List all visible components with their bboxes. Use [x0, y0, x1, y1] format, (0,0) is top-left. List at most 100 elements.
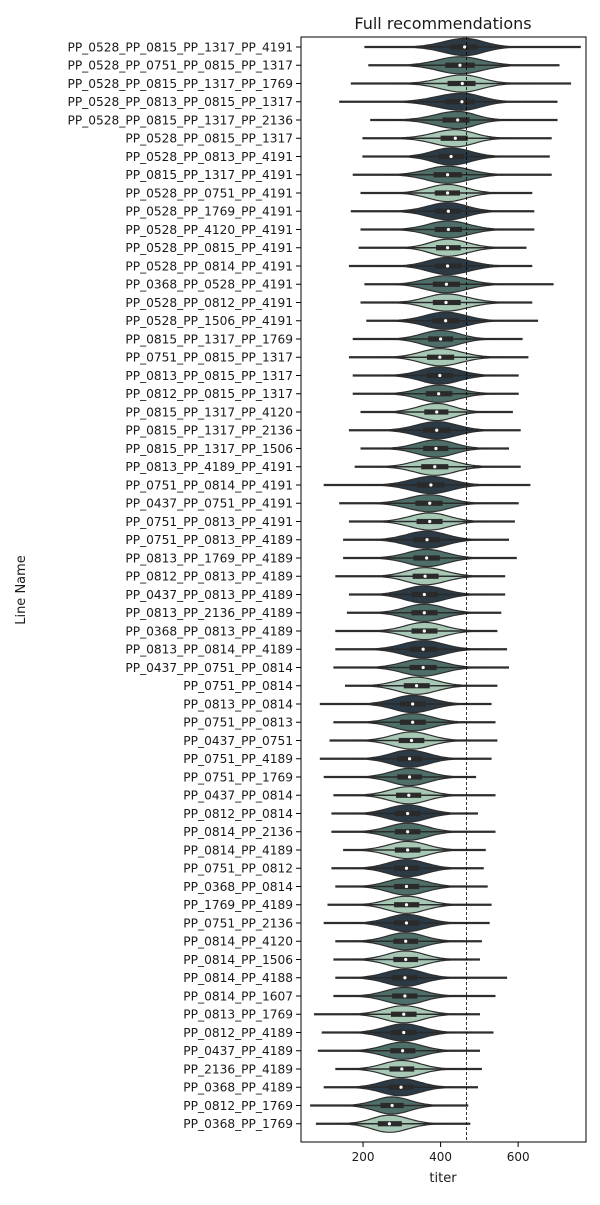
y-tick-label: PP_0751_PP_0814 — [183, 679, 293, 693]
violin-group — [360, 293, 533, 312]
violin-median-point — [445, 173, 450, 177]
y-tick-label: PP_0751_PP_0813_PP_4189 — [125, 533, 293, 547]
violin-median-point — [444, 319, 448, 323]
y-tick-label: PP_0368_PP_0814 — [183, 880, 293, 894]
y-tick-label: PP_0812_PP_0815_PP_1317 — [125, 387, 293, 401]
violin-median-point — [425, 538, 429, 542]
x-tick-label: 600 — [507, 1150, 530, 1164]
y-tick-label: PP_2136_PP_4189 — [183, 1062, 293, 1076]
violin-group — [339, 494, 519, 513]
violin-median-point — [444, 300, 448, 305]
violin-group — [335, 640, 508, 659]
violin-group — [352, 165, 552, 184]
violin-median-point — [406, 811, 410, 816]
violin-median-point — [425, 556, 429, 560]
violin-group — [331, 859, 484, 878]
violin-median-point — [422, 611, 426, 615]
y-tick-label: PP_0751_PP_0813_PP_4191 — [125, 515, 293, 529]
violin-median-point — [403, 976, 407, 980]
violin-median-point — [411, 720, 415, 724]
plot-frame — [300, 36, 587, 1143]
x-tick-label: 200 — [352, 1150, 375, 1164]
y-tick-label: PP_0814_PP_2136 — [183, 825, 293, 839]
violin-median-point — [446, 227, 450, 232]
y-tick-label: PP_0815_PP_1317_PP_4120 — [125, 405, 293, 419]
y-tick-label: PP_0812_PP_0814 — [183, 807, 293, 821]
violin-group — [333, 658, 509, 677]
violin-group — [319, 694, 492, 714]
violin-group — [323, 913, 490, 933]
violin-group — [348, 421, 521, 440]
violin-median-point — [409, 738, 414, 743]
violin-group — [335, 968, 508, 987]
violin-median-point — [445, 264, 450, 268]
violin-group — [335, 932, 482, 951]
violin-group — [364, 37, 581, 57]
y-tick-label: PP_0813_PP_1769 — [183, 1008, 293, 1022]
violin-group — [360, 402, 513, 422]
violin-group — [335, 877, 488, 896]
y-tick-label: PP_0813_PP_1769_PP_4189 — [125, 551, 293, 565]
violin-group — [331, 822, 496, 841]
violin-group — [323, 1078, 478, 1097]
violin-group — [370, 110, 558, 130]
violin-median-point — [404, 884, 409, 889]
violin-median-point — [404, 939, 408, 943]
violin-median-point — [422, 592, 426, 597]
y-tick-label: PP_0528_PP_0815_PP_1317_PP_2136 — [67, 113, 293, 127]
violin-median-point — [444, 282, 449, 286]
violin-median-point — [438, 355, 442, 359]
violin-median-point — [435, 428, 439, 432]
y-tick-label: PP_0368_PP_0813_PP_4189 — [125, 624, 293, 638]
violin-median-point — [437, 392, 441, 396]
y-tick-label: PP_0528_PP_0813_PP_4191 — [125, 150, 293, 164]
violin-median-point — [421, 665, 425, 670]
y-tick-label: PP_0528_PP_1769_PP_4191 — [125, 205, 293, 219]
x-ticks: 200 400 600 — [352, 1142, 530, 1164]
violin-group — [354, 457, 521, 476]
y-tick-label: PP_0528_PP_0815_PP_1317 — [125, 132, 293, 146]
y-tick-label: PP_0437_PP_0813_PP_4189 — [125, 588, 293, 602]
violin-median-point — [404, 866, 409, 870]
y-tick-label: PP_0815_PP_1317_PP_4191 — [125, 168, 293, 182]
violin-group — [310, 1096, 469, 1115]
y-tick-label: PP_0528_PP_0815_PP_1317_PP_4191 — [67, 40, 293, 54]
violin-group — [343, 548, 517, 568]
y-tick-label: PP_0814_PP_4120 — [183, 935, 293, 949]
violin-group — [368, 56, 560, 75]
violin-median-point — [404, 957, 408, 962]
violin-median-point — [445, 246, 450, 250]
violin-group — [335, 621, 498, 641]
violin-group — [348, 512, 515, 531]
y-tick-label: PP_0528_PP_0813_PP_0815_PP_1317 — [67, 95, 293, 109]
y-tick-label: PP_0437_PP_0751 — [183, 734, 293, 748]
y-tick-label: PP_0814_PP_1506 — [183, 953, 293, 967]
y-tick-label: PP_0751_PP_2136 — [183, 916, 293, 930]
violin-median-point — [458, 63, 462, 67]
y-tick-label: PP_0437_PP_0751_PP_0814 — [125, 661, 293, 675]
y-tick-label: PP_0812_PP_1769 — [183, 1099, 293, 1113]
violin-median-point — [406, 830, 410, 834]
violin-median-point — [400, 1067, 404, 1071]
violin-group — [366, 311, 539, 330]
y-tick-label: PP_0751_PP_0812 — [183, 862, 293, 876]
violin-group — [323, 767, 477, 787]
y-tick-label: PP_0812_PP_0813_PP_4189 — [125, 570, 293, 584]
violin-median-point — [445, 191, 450, 195]
violin-median-point — [390, 1103, 394, 1108]
violin-median-point — [438, 337, 443, 341]
violin-group — [315, 1114, 471, 1133]
violin-median-point — [463, 45, 467, 49]
violin-median-point — [435, 410, 439, 414]
y-tick-label: PP_0528_PP_0751_PP_0815_PP_1317 — [67, 59, 293, 73]
violin-median-point — [402, 1012, 406, 1016]
violin-median-point — [404, 921, 409, 925]
violin-group — [352, 329, 523, 349]
violin-median-point — [423, 574, 427, 578]
y-tick-label: PP_0751_PP_0814_PP_4191 — [125, 478, 293, 492]
y-tick-label: PP_0813_PP_2136_PP_4189 — [125, 606, 293, 620]
violin-group — [327, 895, 492, 914]
violin-group — [329, 731, 498, 750]
violin-median-point — [407, 775, 412, 779]
